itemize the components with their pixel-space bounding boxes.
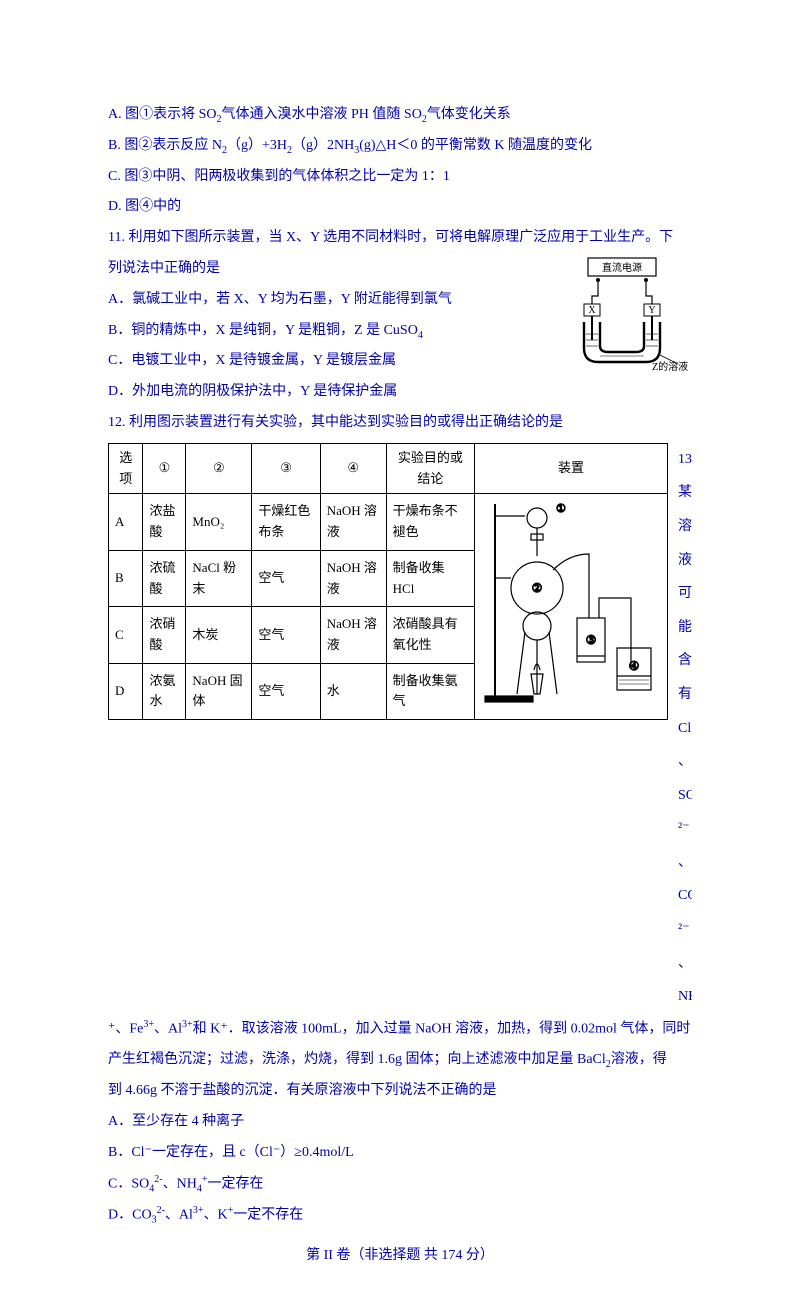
q11-opt-d: D．外加电流的阴极保护法中，Y 是待保护金属 <box>108 377 692 408</box>
q13-line1: ⁺、Fe3+、Al3+和 K⁺．取该溶液 100mL，加入过量 NaOH 溶液，… <box>108 1014 692 1045</box>
q13-side-text: 13. 某溶 液可 能含 有 Cl⁻ 、SO₄ ²⁻ 、CO₃ ²⁻ 、NH₄ <box>678 439 692 1014</box>
q12-stem: 12. 利用图示装置进行有关实验，其中能达到实验目的或得出正确结论的是 <box>108 408 692 439</box>
q10-opt-a: A. 图①表示将 SO2气体通入溴水中溶液 PH 值随 SO2气体变化关系 <box>108 100 692 131</box>
svg-text:③: ③ <box>586 633 597 647</box>
q10-opt-c: C. 图③中阴、阳两极收集到的气体体积之比一定为 1：1 <box>108 162 692 193</box>
electrolysis-diagram: 直流电源 X Y Z的溶液 <box>552 256 692 371</box>
svg-text:X: X <box>588 305 596 316</box>
q13-line3: 到 4.66g 不溶于盐酸的沉淀．有关原溶液中下列说法不正确的是 <box>108 1076 692 1107</box>
q13-line2: 产生红褐色沉淀；过滤，洗涤，灼烧，得到 1.6g 固体；向上述滤液中加足量 Ba… <box>108 1045 692 1076</box>
q13-opt-b: B．Cl⁻一定存在，且 c（Cl⁻）≥0.4mol/L <box>108 1138 692 1169</box>
svg-text:④: ④ <box>629 659 640 673</box>
q13-opt-c: C．SO42-、NH4+一定存在 <box>108 1169 692 1200</box>
psu-label: 直流电源 <box>602 261 642 274</box>
q13-opt-a: A．至少存在 4 种离子 <box>108 1107 692 1138</box>
q13-opt-d: D．CO32-、Al3+、K+一定不存在 <box>108 1200 692 1231</box>
q12-wrap: 13. 某溶 液可 能含 有 Cl⁻ 、SO₄ ²⁻ 、CO₃ ²⁻ 、NH₄ … <box>108 439 692 1014</box>
q10-opt-d: D. 图④中的 <box>108 192 692 223</box>
q12-table: 选项 ① ② ③ ④ 实验目的或结论 装置 A 浓盐酸 MnO₂ 干燥红色布条 … <box>108 443 668 720</box>
svg-text:①: ① <box>556 503 566 515</box>
q10-opt-b: B. 图②表示反应 N2（g）+3H2（g）2NH3(g)△H＜0 的平衡常数 … <box>108 131 692 162</box>
q11-stem-1: 11. 利用如下图所示装置，当 X、Y 选用不同材料时，可将电解原理广泛应用于工… <box>108 223 692 254</box>
apparatus-cell: ② ① ③ <box>475 494 668 720</box>
exam-page: A. 图①表示将 SO2气体通入溴水中溶液 PH 值随 SO2气体变化关系 B.… <box>0 0 800 1312</box>
table-header-row: 选项 ① ② ③ ④ 实验目的或结论 装置 <box>109 443 668 494</box>
svg-text:Y: Y <box>648 305 655 316</box>
table-row: A 浓盐酸 MnO₂ 干燥红色布条 NaOH 溶液 干燥布条不褪色 <box>109 494 668 550</box>
svg-text:②: ② <box>532 581 543 595</box>
svg-text:Z的溶液: Z的溶液 <box>652 360 688 371</box>
section-footer: 第 II 卷（非选择题 共 174 分） <box>108 1241 692 1272</box>
apparatus-diagram: ② ① ③ <box>481 498 661 708</box>
